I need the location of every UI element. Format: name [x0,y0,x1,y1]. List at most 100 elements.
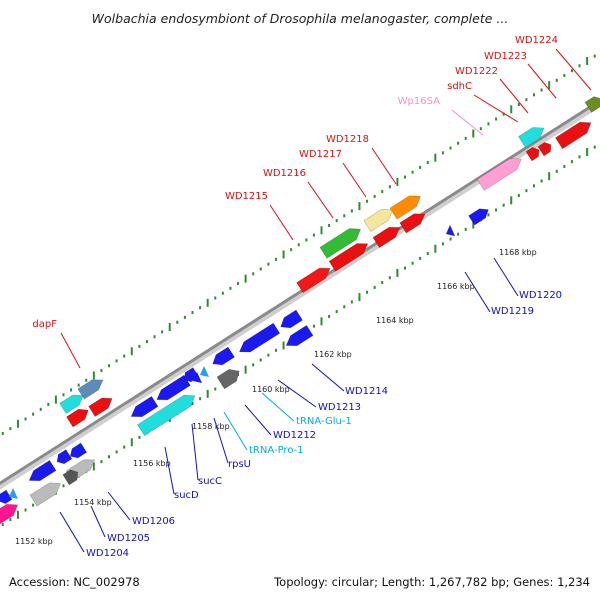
label-leader-line [555,48,592,91]
gene-label-top[interactable]: WD1216 [263,168,306,179]
gene-label-bottom[interactable]: tRNA-Pro-1 [249,445,304,456]
label-leader-line [342,162,367,198]
gene-arrow[interactable] [128,396,159,421]
gene-arrow[interactable] [67,442,88,461]
label-leader-line [244,404,272,436]
gene-label-top[interactable]: WD1223 [484,51,527,62]
label-leader-line [191,423,199,481]
label-leader-line [60,332,81,369]
gene-arrow[interactable] [537,140,554,157]
label-leader-line [473,94,519,123]
scale-tick-label: 1166 kbp [437,282,475,291]
label-leader-line [90,505,106,538]
gene-features[interactable] [0,94,600,527]
label-leader-line [59,511,85,553]
gene-arrow[interactable] [59,390,87,414]
label-leader-line [269,204,294,241]
scale-tick-label: 1160 kbp [252,385,290,394]
gene-label-top[interactable]: WD1224 [515,35,558,46]
gene-arrow[interactable] [328,239,371,272]
gene-arrow[interactable] [363,204,396,232]
gene-arrow[interactable] [525,145,542,162]
gene-label-top[interactable]: WD1215 [225,191,268,202]
gene-arrow[interactable] [319,224,364,259]
gene-arrow[interactable] [296,263,334,294]
gene-arrow[interactable] [399,209,428,234]
gene-arrow[interactable] [216,365,243,390]
gene-arrow[interactable] [236,322,281,357]
gene-arrow[interactable] [29,478,64,507]
label-leader-line [499,78,529,114]
label-leader-line [277,379,317,408]
label-leader-line [464,271,491,313]
scale-tick-label: 1156 kbp [133,459,171,468]
gene-arrow[interactable] [54,449,73,467]
gene-label-bottom[interactable]: rpsU [228,459,251,470]
gene-arrow[interactable] [154,374,191,404]
trna-marker[interactable] [200,366,209,377]
genome-summary-text: Topology: circular; Length: 1,267,782 bp… [273,575,590,589]
scale-tick-label: 1152 kbp [15,537,53,546]
gene-label-top[interactable]: Wp16SA [398,96,440,107]
trna-marker[interactable] [193,372,202,383]
scale-ticks: 1152 kbp 1154 kbp 1156 kbp 1158 kbp 1160 kbp… [15,248,537,546]
gene-arrow[interactable] [584,94,600,113]
gene-arrow[interactable] [555,117,594,150]
gene-label-bottom[interactable]: tRNA-Glu-1 [296,416,352,427]
gene-label-bottom[interactable]: sucD [174,490,199,501]
gene-label-bottom[interactable]: WD1220 [519,290,562,301]
trna-marker[interactable] [9,488,18,499]
gene-arrow[interactable] [476,154,524,191]
gene-arrow[interactable] [389,191,424,220]
gene-arrow[interactable] [66,405,91,428]
gene-label-bottom[interactable]: WD1204 [86,548,129,559]
label-leader-line [527,63,557,99]
gene-label-bottom[interactable]: WD1212 [273,430,316,441]
scale-tick-label: 1164 kbp [376,316,414,325]
gene-label-top[interactable]: sdhC [447,81,472,92]
gene-arrow[interactable] [372,222,403,248]
gene-arrow[interactable] [209,346,235,369]
gene-label-bottom[interactable]: WD1219 [491,306,534,317]
gene-label-bottom[interactable]: WD1206 [132,516,175,527]
gene-labels[interactable]: WD1224 WD1223 WD1222 sdhC Wp16SA WD1218 WD1217… [32,35,562,559]
gene-arrow[interactable] [0,489,13,506]
label-leader-line [107,491,131,521]
label-leader-line [223,411,248,451]
gene-arrow[interactable] [277,309,303,332]
scale-tick-label: 1158 kbp [192,422,230,431]
scale-tick-label: 1162 kbp [314,350,352,359]
label-leader-lines [59,48,592,553]
gene-arrow[interactable] [77,375,106,400]
map-title: Wolbachia endosymbiont of Drosophila mel… [92,11,509,26]
label-leader-line [493,257,519,297]
genome-backbone [0,98,600,486]
gene-label-top[interactable]: WD1217 [299,149,342,160]
gene-label-bottom[interactable]: WD1214 [345,386,388,397]
gene-arrow[interactable] [0,499,21,527]
label-leader-line [371,147,397,185]
gene-arrow[interactable] [468,205,492,226]
gene-arrow[interactable] [518,123,548,148]
accession-text: Accession: NC_002978 [9,575,140,589]
gene-arrow[interactable] [62,467,81,486]
gene-label-top[interactable]: WD1222 [455,66,498,77]
gene-label-top[interactable]: dapF [32,319,57,330]
gene-arrow[interactable] [88,393,116,417]
scale-tick-label: 1154 kbp [74,498,112,507]
gene-arrow[interactable] [137,390,199,437]
label-leader-line [261,392,295,422]
label-leader-line [164,446,175,495]
map-body[interactable]: 1152 kbp 1154 kbp 1156 kbp 1158 kbp 1160 kbp… [0,35,600,559]
trna-marker[interactable] [446,225,455,236]
gene-arrow[interactable] [283,325,314,350]
gene-label-top[interactable]: WD1218 [326,134,369,145]
label-leader-line [307,181,334,219]
scale-tick-label: 1168 kbp [499,248,537,257]
gene-label-bottom[interactable]: WD1213 [318,402,361,413]
gene-label-bottom[interactable]: WD1205 [107,533,150,544]
gene-arrow[interactable] [26,460,57,485]
gene-label-bottom[interactable]: sucC [198,476,222,487]
